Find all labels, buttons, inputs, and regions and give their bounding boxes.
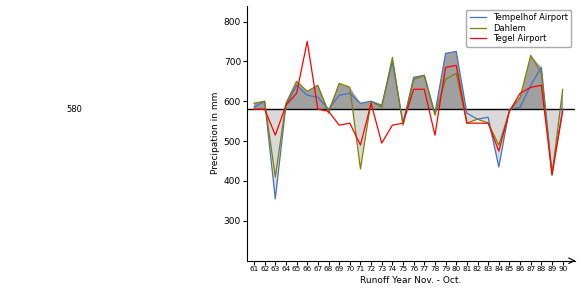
Tegel Airport: [250, 107, 257, 111]
Dahlem: [527, 54, 534, 57]
Tegel Airport: [474, 121, 481, 125]
Tempelhof Airport: [282, 104, 289, 107]
Tempelhof Airport: [346, 92, 353, 95]
Tempelhof Airport: [538, 65, 545, 69]
Tegel Airport: [346, 121, 353, 125]
Tempelhof Airport: [496, 165, 503, 169]
Tegel Airport: [293, 92, 300, 95]
Tempelhof Airport: [357, 102, 364, 105]
Dahlem: [474, 118, 481, 121]
Tempelhof Airport: [293, 84, 300, 87]
Tegel Airport: [548, 173, 555, 177]
Dahlem: [464, 121, 471, 125]
Tegel Airport: [453, 64, 460, 67]
Tempelhof Airport: [506, 107, 513, 111]
Dahlem: [261, 100, 268, 103]
X-axis label: Runoff Year Nov. - Oct.: Runoff Year Nov. - Oct.: [360, 276, 462, 285]
Dahlem: [314, 84, 321, 87]
Tegel Airport: [410, 88, 417, 91]
Text: 580: 580: [66, 105, 82, 114]
Tempelhof Airport: [527, 84, 534, 87]
Dahlem: [548, 173, 555, 177]
Tegel Airport: [400, 121, 407, 125]
Tempelhof Airport: [421, 74, 428, 77]
Dahlem: [432, 113, 439, 117]
Dahlem: [336, 81, 343, 85]
Tegel Airport: [464, 121, 471, 125]
Tegel Airport: [517, 92, 523, 95]
Y-axis label: Precipation in mm: Precipation in mm: [210, 92, 220, 174]
Tegel Airport: [496, 149, 503, 153]
Tempelhof Airport: [400, 121, 407, 125]
Tempelhof Airport: [474, 118, 481, 121]
Tegel Airport: [272, 133, 279, 137]
Tempelhof Airport: [432, 111, 439, 115]
Dahlem: [389, 56, 396, 59]
Tempelhof Airport: [559, 107, 566, 111]
Dahlem: [325, 111, 332, 115]
Tempelhof Airport: [368, 100, 375, 103]
Tempelhof Airport: [464, 111, 471, 115]
Tempelhof Airport: [325, 107, 332, 111]
Line: Dahlem: Dahlem: [254, 55, 562, 177]
Tegel Airport: [538, 84, 545, 87]
Tempelhof Airport: [389, 60, 396, 63]
Tempelhof Airport: [517, 105, 523, 109]
Dahlem: [378, 105, 385, 109]
Dahlem: [453, 72, 460, 75]
Tempelhof Airport: [442, 52, 449, 55]
Dahlem: [538, 72, 545, 75]
Tegel Airport: [527, 86, 534, 89]
Dahlem: [250, 102, 257, 105]
Dahlem: [293, 79, 300, 83]
Tegel Airport: [304, 40, 311, 43]
Tempelhof Airport: [378, 104, 385, 107]
Line: Tegel Airport: Tegel Airport: [254, 41, 562, 175]
Tegel Airport: [336, 123, 343, 127]
Dahlem: [272, 175, 279, 179]
Tempelhof Airport: [272, 197, 279, 201]
Tegel Airport: [506, 109, 513, 113]
Tegel Airport: [432, 133, 439, 137]
Tempelhof Airport: [485, 116, 492, 119]
Dahlem: [559, 88, 566, 91]
Tempelhof Airport: [261, 100, 268, 103]
Tempelhof Airport: [336, 93, 343, 97]
Tegel Airport: [559, 109, 566, 113]
Dahlem: [410, 78, 417, 81]
Dahlem: [506, 109, 513, 113]
Tegel Airport: [378, 141, 385, 145]
Dahlem: [368, 100, 375, 103]
Tegel Airport: [368, 102, 375, 105]
Tegel Airport: [421, 88, 428, 91]
Tegel Airport: [442, 65, 449, 69]
Dahlem: [304, 90, 311, 93]
Dahlem: [346, 86, 353, 89]
Tegel Airport: [389, 123, 396, 127]
Tempelhof Airport: [250, 105, 257, 109]
Tegel Airport: [357, 143, 364, 147]
Tempelhof Airport: [314, 95, 321, 99]
Tegel Airport: [485, 121, 492, 125]
Dahlem: [357, 167, 364, 171]
Tegel Airport: [325, 109, 332, 113]
Dahlem: [282, 102, 289, 105]
Tempelhof Airport: [410, 76, 417, 79]
Dahlem: [442, 78, 449, 81]
Tempelhof Airport: [453, 50, 460, 53]
Tegel Airport: [261, 107, 268, 111]
Line: Tempelhof Airport: Tempelhof Airport: [254, 52, 562, 199]
Dahlem: [485, 121, 492, 125]
Dahlem: [517, 95, 523, 99]
Dahlem: [400, 123, 407, 127]
Dahlem: [421, 74, 428, 77]
Tegel Airport: [282, 104, 289, 107]
Tempelhof Airport: [548, 171, 555, 175]
Tempelhof Airport: [304, 93, 311, 97]
Dahlem: [496, 143, 503, 147]
Tegel Airport: [314, 107, 321, 111]
Legend: Tempelhof Airport, Dahlem, Tegel Airport: Tempelhof Airport, Dahlem, Tegel Airport: [467, 10, 571, 47]
